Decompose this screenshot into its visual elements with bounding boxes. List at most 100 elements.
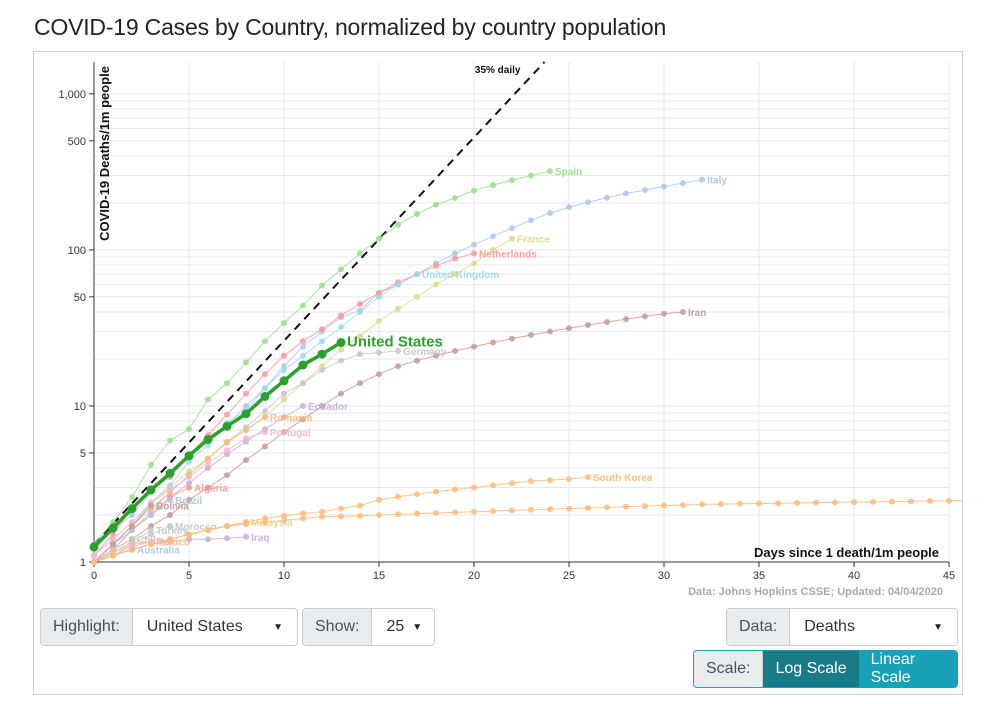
series-label: Malaysia bbox=[251, 518, 293, 529]
data-point bbox=[224, 438, 230, 445]
data-point bbox=[186, 474, 192, 481]
data-point bbox=[129, 512, 135, 519]
series-line bbox=[93, 505, 152, 563]
data-point bbox=[243, 521, 249, 528]
data-point bbox=[224, 447, 230, 454]
data-point bbox=[623, 190, 629, 197]
data-point bbox=[336, 338, 346, 348]
series-label: United States bbox=[347, 334, 443, 351]
data-point bbox=[338, 266, 344, 273]
data-point bbox=[376, 512, 382, 519]
series-label: Brazil bbox=[175, 496, 202, 507]
data-point bbox=[167, 523, 173, 530]
data-point bbox=[281, 366, 287, 373]
data-point bbox=[129, 527, 135, 534]
caret-down-icon: ▼ bbox=[273, 621, 283, 633]
data-point bbox=[110, 552, 116, 559]
y-tick-label: 1,000 bbox=[58, 89, 86, 101]
data-point bbox=[642, 313, 648, 320]
data-point bbox=[91, 552, 97, 559]
data-point bbox=[148, 541, 154, 548]
x-tick-label: 0 bbox=[91, 570, 97, 582]
data-point bbox=[661, 310, 667, 317]
data-point bbox=[129, 494, 135, 501]
data-point bbox=[794, 499, 800, 506]
data-point bbox=[528, 331, 534, 338]
data-point bbox=[186, 484, 192, 491]
data-point bbox=[566, 476, 572, 483]
data-point bbox=[129, 546, 135, 553]
scale-toggle: Scale: Log Scale Linear Scale bbox=[693, 650, 958, 688]
data-point bbox=[433, 262, 439, 269]
data-point bbox=[129, 536, 135, 543]
data-point bbox=[300, 515, 306, 522]
show-select[interactable]: Show: 25 ▼ bbox=[302, 608, 435, 646]
data-point bbox=[642, 503, 648, 510]
data-point bbox=[110, 536, 116, 543]
series-label: Iran bbox=[688, 308, 706, 319]
data-point bbox=[279, 376, 289, 386]
data-point bbox=[661, 502, 667, 509]
data-point bbox=[148, 523, 154, 530]
data-point bbox=[832, 499, 838, 506]
data-point bbox=[737, 500, 743, 507]
highlight-select[interactable]: Highlight: United States ▼ bbox=[40, 608, 298, 646]
data-point bbox=[148, 527, 154, 534]
data-label: Data: bbox=[727, 609, 791, 645]
data-point bbox=[623, 503, 629, 510]
chart-panel: 1 5 10 50 100 500 1,000 0 5 10 15 20 25 30 35 40 45 COVID… bbox=[33, 51, 963, 695]
data-point bbox=[433, 510, 439, 517]
data-point bbox=[298, 360, 308, 370]
data-point bbox=[357, 333, 363, 340]
log-scale-button[interactable]: Log Scale bbox=[763, 651, 859, 687]
data-point bbox=[452, 486, 458, 493]
data-point bbox=[452, 271, 458, 278]
data-point bbox=[338, 505, 344, 512]
data-point bbox=[471, 250, 477, 257]
reference-line bbox=[93, 61, 546, 545]
data-point bbox=[433, 352, 439, 359]
data-select[interactable]: Data: Deaths ▼ bbox=[726, 608, 958, 646]
data-point bbox=[281, 413, 287, 420]
y-tick-label: 10 bbox=[74, 401, 86, 413]
data-point bbox=[300, 416, 306, 423]
data-point bbox=[395, 305, 401, 312]
data-point bbox=[376, 318, 382, 325]
data-point bbox=[167, 437, 173, 444]
data-point bbox=[110, 541, 116, 548]
data-point bbox=[186, 496, 192, 503]
series-label: Iraq bbox=[251, 533, 269, 544]
x-axis-label: Days since 1 death/1m people bbox=[754, 545, 939, 560]
data-point bbox=[319, 338, 325, 345]
data-point bbox=[241, 409, 251, 419]
data-point bbox=[357, 380, 363, 387]
data-point bbox=[357, 502, 363, 509]
data-point bbox=[262, 429, 268, 436]
data-point bbox=[509, 480, 515, 487]
data-point bbox=[566, 204, 572, 211]
data-point bbox=[490, 182, 496, 189]
data-point bbox=[547, 210, 553, 217]
data-point bbox=[186, 458, 192, 465]
linear-scale-button[interactable]: Linear Scale bbox=[858, 651, 957, 687]
data-point bbox=[528, 172, 534, 179]
data-point bbox=[376, 293, 382, 300]
data-point bbox=[471, 260, 477, 267]
x-tick-label: 45 bbox=[943, 570, 955, 582]
data-point bbox=[205, 442, 211, 449]
data-point bbox=[205, 465, 211, 472]
data-value: Deaths bbox=[804, 618, 855, 635]
data-point bbox=[262, 407, 268, 414]
data-point bbox=[395, 511, 401, 518]
data-point bbox=[547, 477, 553, 484]
data-point bbox=[205, 536, 211, 543]
data-point bbox=[357, 250, 363, 257]
series-label: Netherlands bbox=[479, 249, 537, 260]
data-point bbox=[376, 496, 382, 503]
data-point bbox=[300, 343, 306, 350]
data-point bbox=[718, 501, 724, 508]
x-tick-label: 10 bbox=[278, 570, 290, 582]
data-point bbox=[338, 357, 344, 364]
data-point bbox=[222, 421, 232, 431]
